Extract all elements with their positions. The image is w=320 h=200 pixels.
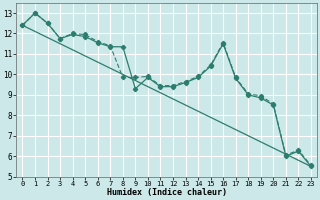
X-axis label: Humidex (Indice chaleur): Humidex (Indice chaleur) <box>107 188 227 197</box>
